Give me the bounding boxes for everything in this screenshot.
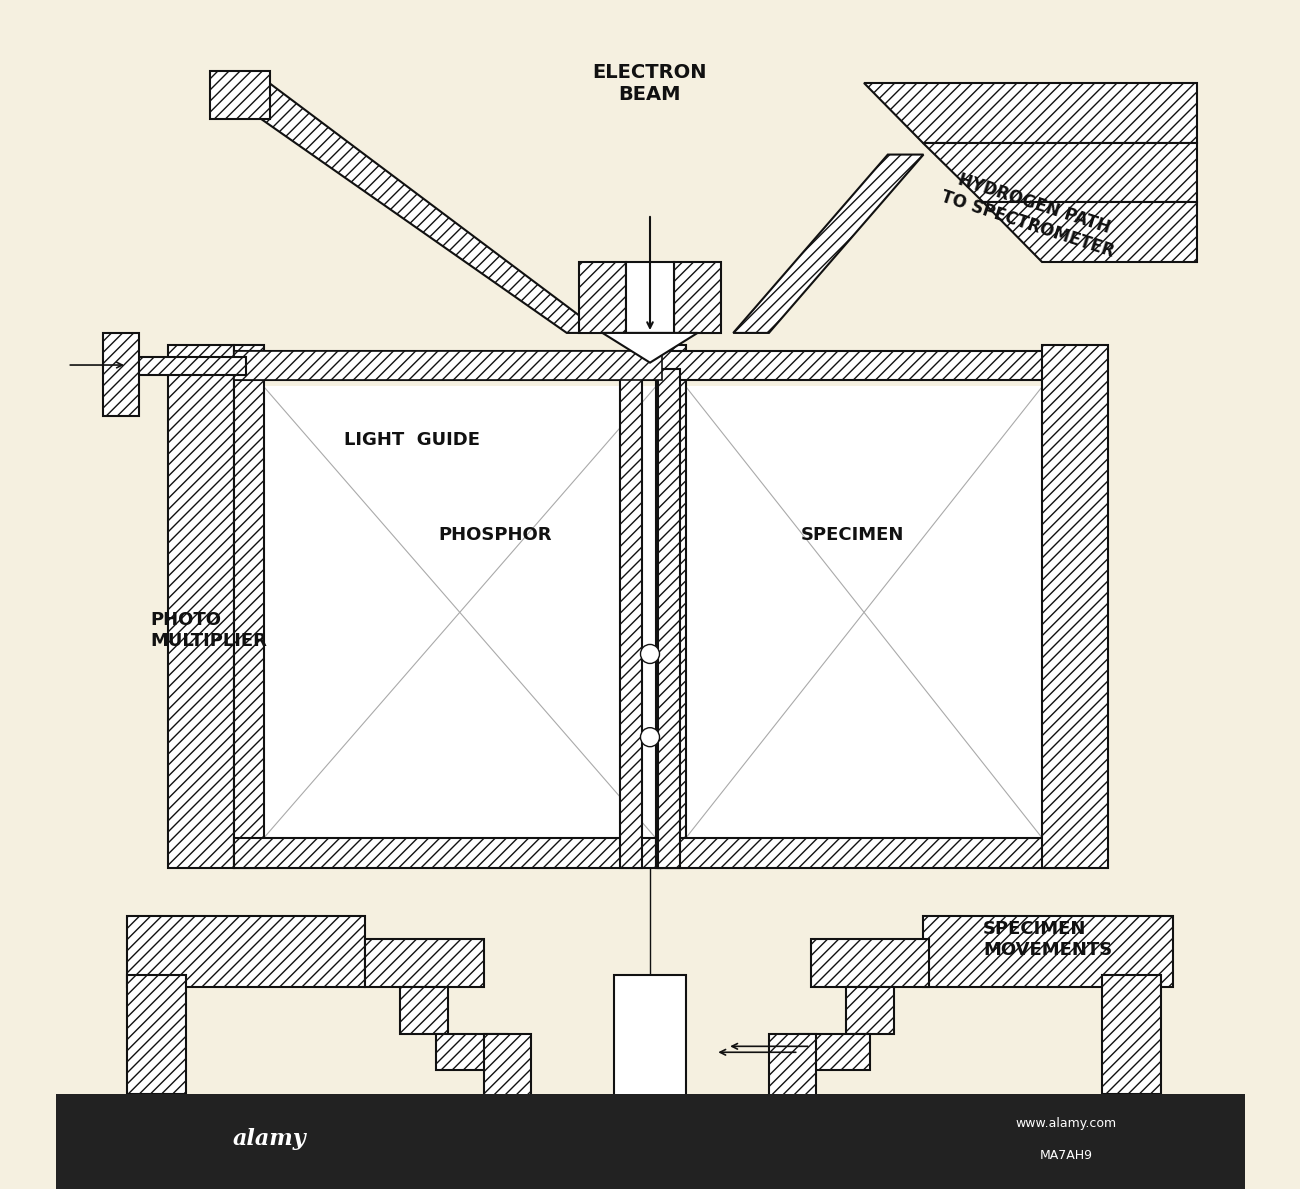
Bar [400, 987, 448, 1034]
Bar [656, 351, 1072, 380]
Bar [627, 262, 673, 333]
Bar [234, 351, 662, 380]
Bar [211, 71, 269, 119]
Bar [656, 351, 1072, 380]
Bar [1043, 345, 1108, 868]
Text: ELECTRON
BEAM: ELECTRON BEAM [593, 63, 707, 103]
Bar [234, 838, 662, 868]
Bar [103, 333, 139, 416]
Bar [127, 916, 364, 987]
Polygon shape [733, 155, 923, 333]
Text: MA7AH9: MA7AH9 [1040, 1150, 1092, 1162]
Text: www.alamy.com: www.alamy.com [1015, 1118, 1117, 1130]
Bar [436, 1034, 507, 1070]
Bar [56, 1094, 1244, 1189]
Bar [127, 916, 364, 987]
Bar [436, 1034, 507, 1070]
Bar [798, 1034, 870, 1070]
Text: LIGHT  GUIDE: LIGHT GUIDE [344, 430, 480, 449]
Bar [169, 345, 234, 868]
Bar [658, 369, 680, 868]
Bar [114, 357, 246, 375]
Bar [656, 838, 1072, 868]
Bar [484, 1034, 532, 1118]
Bar [484, 1034, 532, 1118]
Bar [114, 357, 246, 375]
Bar [127, 975, 186, 1094]
Bar [364, 939, 484, 987]
Text: alamy: alamy [233, 1128, 307, 1150]
Bar [923, 916, 1173, 987]
Bar [264, 386, 656, 838]
Bar [656, 345, 685, 868]
Text: SPECIMEN
MOVEMENTS: SPECIMEN MOVEMENTS [983, 920, 1113, 958]
Bar [768, 1034, 816, 1118]
Bar [846, 987, 893, 1034]
Bar [615, 975, 685, 1118]
Bar [1102, 975, 1161, 1094]
Bar [846, 987, 893, 1034]
Bar [234, 351, 662, 380]
Bar [656, 838, 1072, 868]
Bar [810, 939, 930, 987]
Polygon shape [864, 83, 1197, 143]
Bar [768, 1034, 816, 1118]
Bar [1102, 975, 1161, 1094]
Circle shape [641, 644, 659, 663]
Bar [103, 333, 139, 416]
Bar [364, 939, 484, 987]
Bar [127, 975, 186, 1094]
Circle shape [641, 728, 659, 747]
Bar [234, 345, 264, 868]
Bar [685, 386, 1043, 838]
Bar [400, 987, 448, 1034]
Text: PHOSPHOR: PHOSPHOR [438, 526, 552, 545]
Bar [658, 369, 680, 868]
Polygon shape [211, 83, 602, 333]
Polygon shape [602, 333, 698, 363]
Bar [673, 262, 722, 333]
Polygon shape [983, 202, 1197, 262]
Bar [234, 351, 662, 380]
Bar [620, 369, 642, 868]
Text: PHOTO
MULTIPLIER: PHOTO MULTIPLIER [151, 611, 268, 649]
Bar [923, 916, 1173, 987]
Bar [578, 262, 627, 333]
Text: HYDROGEN PATH
TO SPECTROMETER: HYDROGEN PATH TO SPECTROMETER [939, 168, 1122, 260]
Bar [234, 838, 662, 868]
Bar [169, 345, 234, 868]
Bar [1043, 345, 1108, 868]
Bar [234, 345, 264, 868]
Bar [211, 71, 269, 119]
Bar [798, 1034, 870, 1070]
Polygon shape [923, 143, 1197, 202]
Bar [673, 262, 722, 333]
Bar [810, 939, 930, 987]
Bar [578, 262, 627, 333]
Bar [620, 369, 642, 868]
Text: SPECIMEN: SPECIMEN [801, 526, 903, 545]
Bar [656, 345, 685, 868]
